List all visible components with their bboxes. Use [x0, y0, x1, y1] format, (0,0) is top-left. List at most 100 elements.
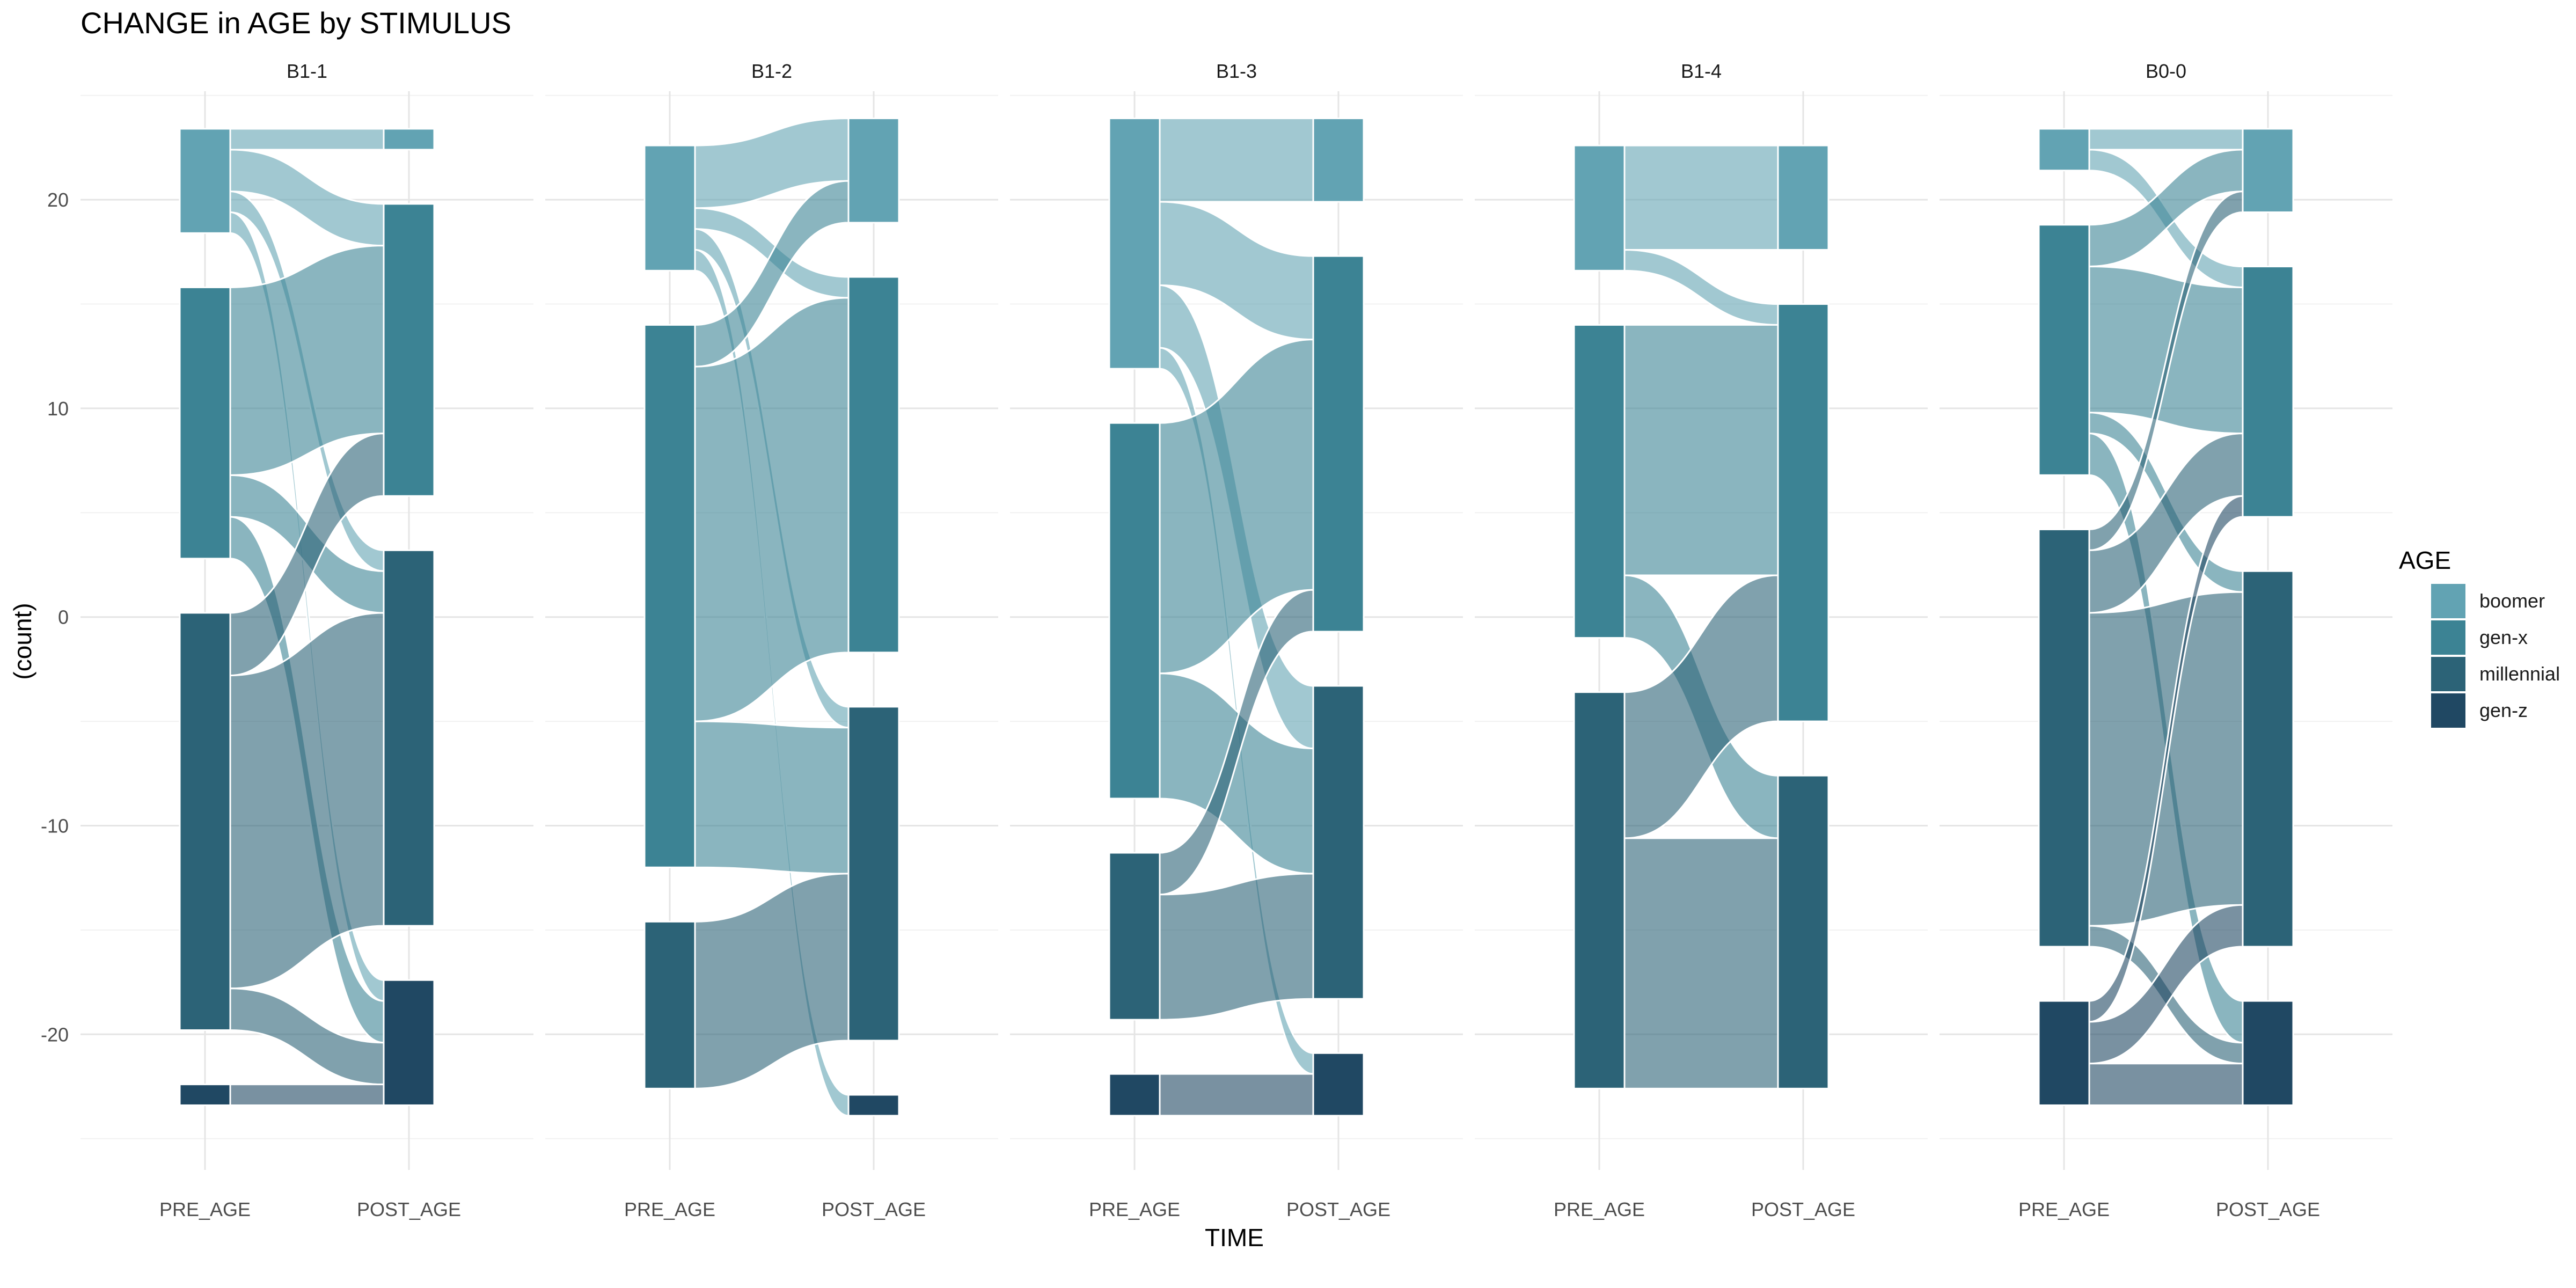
stratum-pre-gen-x: [1573, 324, 1626, 639]
x-tick-label: PRE_AGE: [1089, 1198, 1180, 1220]
stratum-post-millennial: [1777, 774, 1829, 1089]
x-axis-title: TIME: [1205, 1224, 1264, 1252]
stratum-pre-millennial: [179, 612, 231, 1031]
stratum-post-boomer: [383, 128, 435, 151]
x-tick-label: PRE_AGE: [1554, 1198, 1645, 1220]
flow-boomer-to-gen-x: [1623, 248, 1779, 326]
stratum-pre-gen-x: [179, 286, 231, 560]
x-tick-label: PRE_AGE: [2018, 1198, 2110, 1220]
flows: [229, 128, 385, 1106]
stratum-pre-boomer: [643, 144, 696, 272]
flow-gen-x-to-gen-x: [2088, 266, 2244, 435]
legend-label-gen-x: gen-x: [2479, 626, 2528, 648]
stratum-post-boomer: [1312, 118, 1365, 203]
legend-label-millennial: millennial: [2479, 663, 2560, 685]
facet-strip-label: B1-3: [1216, 60, 1257, 82]
facet-strip-label: B0-0: [2146, 60, 2186, 82]
y-tick-label: 0: [58, 606, 69, 628]
flows: [1623, 144, 1779, 1089]
y-tick-label: 10: [47, 398, 69, 420]
stratum-post-millennial: [1312, 685, 1365, 1000]
stratum-pre-gen-z: [2038, 1000, 2090, 1106]
flow-boomer-to-boomer: [1623, 144, 1779, 251]
x-tick-label: POST_AGE: [1286, 1198, 1391, 1220]
flow-boomer-to-boomer: [2088, 128, 2244, 151]
flow-gen-z-to-gen-z: [2088, 1063, 2244, 1106]
flows: [694, 118, 850, 1117]
strata: [1108, 118, 1365, 1117]
stratum-pre-boomer: [2038, 128, 2090, 172]
facet-panel-b1-1: B1-1 PRE_AGE POST_AGE: [80, 60, 533, 1220]
strata: [1573, 144, 1829, 1089]
flow-millennial-to-millennial: [1623, 837, 1779, 1089]
stratum-post-boomer: [847, 118, 900, 224]
stratum-pre-millennial: [1108, 852, 1161, 1021]
stratum-post-millennial: [383, 549, 435, 927]
strata: [2038, 128, 2294, 1106]
flow-gen-z-to-gen-z: [1159, 1073, 1314, 1117]
facet-strip-label: B1-1: [287, 60, 327, 82]
stratum-post-millennial: [2242, 570, 2294, 948]
x-tick-label: POST_AGE: [357, 1198, 461, 1220]
stratum-pre-millennial: [643, 920, 696, 1089]
chart-title: CHANGE in AGE by STIMULUS: [80, 6, 511, 40]
stratum-post-gen-x: [1777, 303, 1829, 722]
stratum-post-gen-x: [847, 276, 900, 654]
flow-millennial-to-millennial: [1159, 873, 1314, 1021]
y-tick-label: -20: [41, 1023, 69, 1045]
y-tick-label: -10: [41, 815, 69, 837]
facet-strip-label: B1-2: [751, 60, 792, 82]
legend-key-millennial: [2431, 657, 2465, 691]
stratum-post-gen-z: [2242, 1000, 2294, 1106]
facet-panel-b1-3: B1-3 PRE_AGE POST_AGE: [1010, 60, 1463, 1220]
facet-panel-b1-2: B1-2 PRE_AGE POST_AGE: [545, 60, 998, 1220]
stratum-pre-gen-z: [179, 1084, 231, 1106]
panel-grid: [80, 91, 533, 1170]
flow-boomer-to-gen-x: [229, 149, 385, 247]
y-axis: -20 -10 0 10 20: [41, 189, 69, 1045]
stratum-pre-boomer: [179, 128, 231, 234]
x-tick-label: PRE_AGE: [159, 1198, 251, 1220]
stratum-pre-gen-x: [1108, 422, 1161, 800]
legend-key-gen-x: [2431, 620, 2465, 655]
stratum-post-gen-z: [383, 979, 435, 1106]
stratum-post-gen-z: [847, 1094, 900, 1117]
flow-boomer-to-boomer: [229, 128, 385, 151]
stratum-post-gen-z: [1312, 1052, 1365, 1117]
legend: AGE boomer gen-x millennial gen-z: [2399, 546, 2560, 728]
stratum-post-millennial: [847, 706, 900, 1042]
flow-gen-z-to-gen-z: [229, 1084, 385, 1106]
legend-label-gen-z: gen-z: [2479, 699, 2528, 721]
stratum-post-gen-x: [1312, 255, 1365, 633]
stratum-pre-gen-z: [1108, 1073, 1161, 1117]
stratum-post-gen-x: [383, 203, 435, 497]
flows: [1159, 118, 1314, 1117]
y-tick-label: 20: [47, 189, 69, 211]
facet-strip-label: B1-4: [1681, 60, 1722, 82]
stratum-pre-boomer: [1108, 118, 1161, 370]
facet-panel-b1-4: B1-4 PRE_AGE POST_AGE: [1475, 60, 1928, 1220]
stratum-post-boomer: [2242, 128, 2294, 213]
stratum-pre-millennial: [1573, 691, 1626, 1089]
flows: [2088, 128, 2244, 1106]
stratum-pre-gen-x: [643, 324, 696, 868]
strata: [643, 118, 900, 1117]
flow-millennial-to-millennial: [694, 873, 850, 1089]
flow-boomer-to-boomer: [1159, 118, 1314, 203]
stratum-pre-boomer: [1573, 144, 1626, 272]
legend-key-boomer: [2431, 584, 2465, 618]
stratum-pre-gen-x: [2038, 224, 2090, 476]
flow-gen-x-to-gen-x: [1623, 324, 1779, 576]
y-axis-title: (count): [9, 603, 36, 679]
strata: [179, 128, 435, 1106]
stratum-post-gen-x: [2242, 266, 2294, 518]
stratum-post-boomer: [1777, 144, 1829, 251]
flow-gen-x-to-millennial: [694, 720, 850, 875]
facet-panel-b0-0: B0-0 PRE_AGE POST_AGE: [1940, 60, 2392, 1220]
legend-key-gen-z: [2431, 693, 2465, 728]
x-tick-label: POST_AGE: [1751, 1198, 1855, 1220]
legend-label-boomer: boomer: [2479, 590, 2545, 612]
x-tick-label: POST_AGE: [822, 1198, 926, 1220]
stratum-pre-millennial: [2038, 528, 2090, 948]
